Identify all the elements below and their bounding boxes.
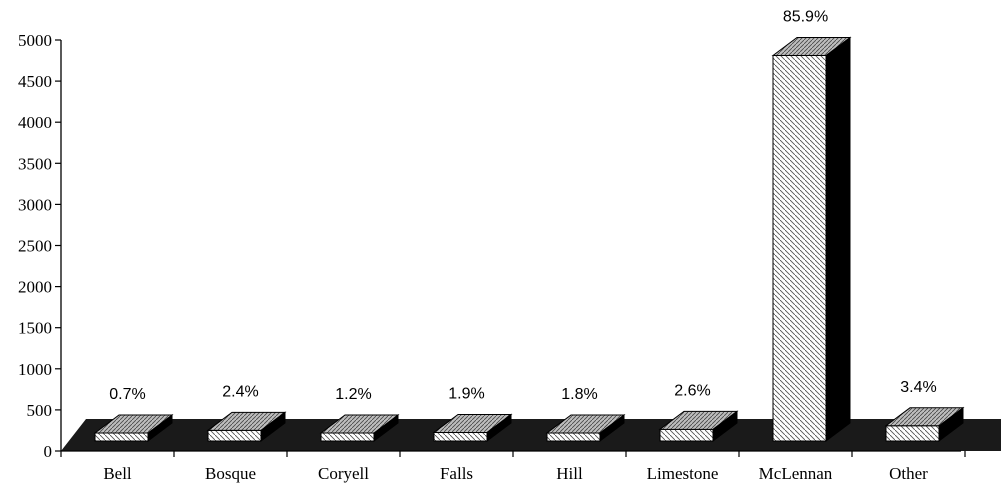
y-axis-group: 0 500 1000 1500 2000 2500 3000 3500 4000 4500 5000 [18, 31, 966, 461]
bar [658, 410, 739, 442]
data-label: 0.7% [109, 386, 145, 403]
category-label: Bosque [205, 464, 256, 483]
category-label: McLennan [759, 464, 833, 483]
bar [93, 414, 174, 442]
data-label: 2.6% [674, 382, 710, 399]
bar [545, 413, 626, 442]
bar [319, 414, 400, 442]
bar-top [658, 410, 739, 430]
bar-front [885, 425, 940, 442]
y-tick-label: 1500 [18, 319, 52, 338]
category-label: Limestone [647, 464, 719, 483]
bar [432, 413, 513, 442]
bar-front [546, 432, 601, 442]
category-label: Hill [556, 464, 583, 483]
bar-top [206, 411, 287, 431]
bar-front [320, 432, 375, 442]
category-label: Bell [103, 464, 132, 483]
bar [206, 411, 287, 442]
y-tick-label: 3000 [18, 195, 52, 214]
bars-group [93, 36, 965, 442]
y-tick-label: 0 [44, 442, 53, 461]
y-tick-label: 5000 [18, 31, 52, 50]
y-tick-label: 500 [27, 401, 53, 420]
category-label: Other [889, 464, 928, 483]
data-label: 1.9% [448, 385, 484, 402]
data-label: 1.2% [335, 386, 371, 403]
bar-front [659, 428, 714, 442]
bar-front [433, 431, 488, 442]
bar-top [432, 413, 513, 433]
category-label: Falls [440, 464, 473, 483]
data-label: 1.8% [561, 386, 597, 403]
bar-top [545, 414, 626, 434]
y-tick-label: 4000 [18, 113, 52, 132]
category-label: Coryell [318, 464, 369, 483]
bar-front [207, 429, 262, 442]
chart-floor-group [61, 419, 1001, 451]
bar [884, 406, 965, 442]
bar-side [825, 36, 851, 442]
bar-top [319, 414, 400, 434]
bar-top [884, 407, 965, 427]
bar [771, 36, 852, 442]
bar-front [772, 54, 827, 442]
labels-group: 0.7% Bell 2.4% Bosque 1.2% Coryell 1.9% Falls 1.… [103, 8, 936, 483]
bar-front [94, 432, 149, 442]
data-label: 2.4% [222, 383, 258, 400]
bar-top [771, 36, 852, 56]
y-tick-label: 3500 [18, 154, 52, 173]
y-tick-label: 1000 [18, 360, 52, 379]
data-label: 85.9% [783, 8, 828, 25]
y-tick-label: 2500 [18, 237, 52, 256]
y-tick-label: 2000 [18, 278, 52, 297]
bar-top [93, 414, 174, 434]
chart-floor [61, 419, 1001, 451]
y-tick-label: 4500 [18, 72, 52, 91]
data-label: 3.4% [900, 379, 936, 396]
